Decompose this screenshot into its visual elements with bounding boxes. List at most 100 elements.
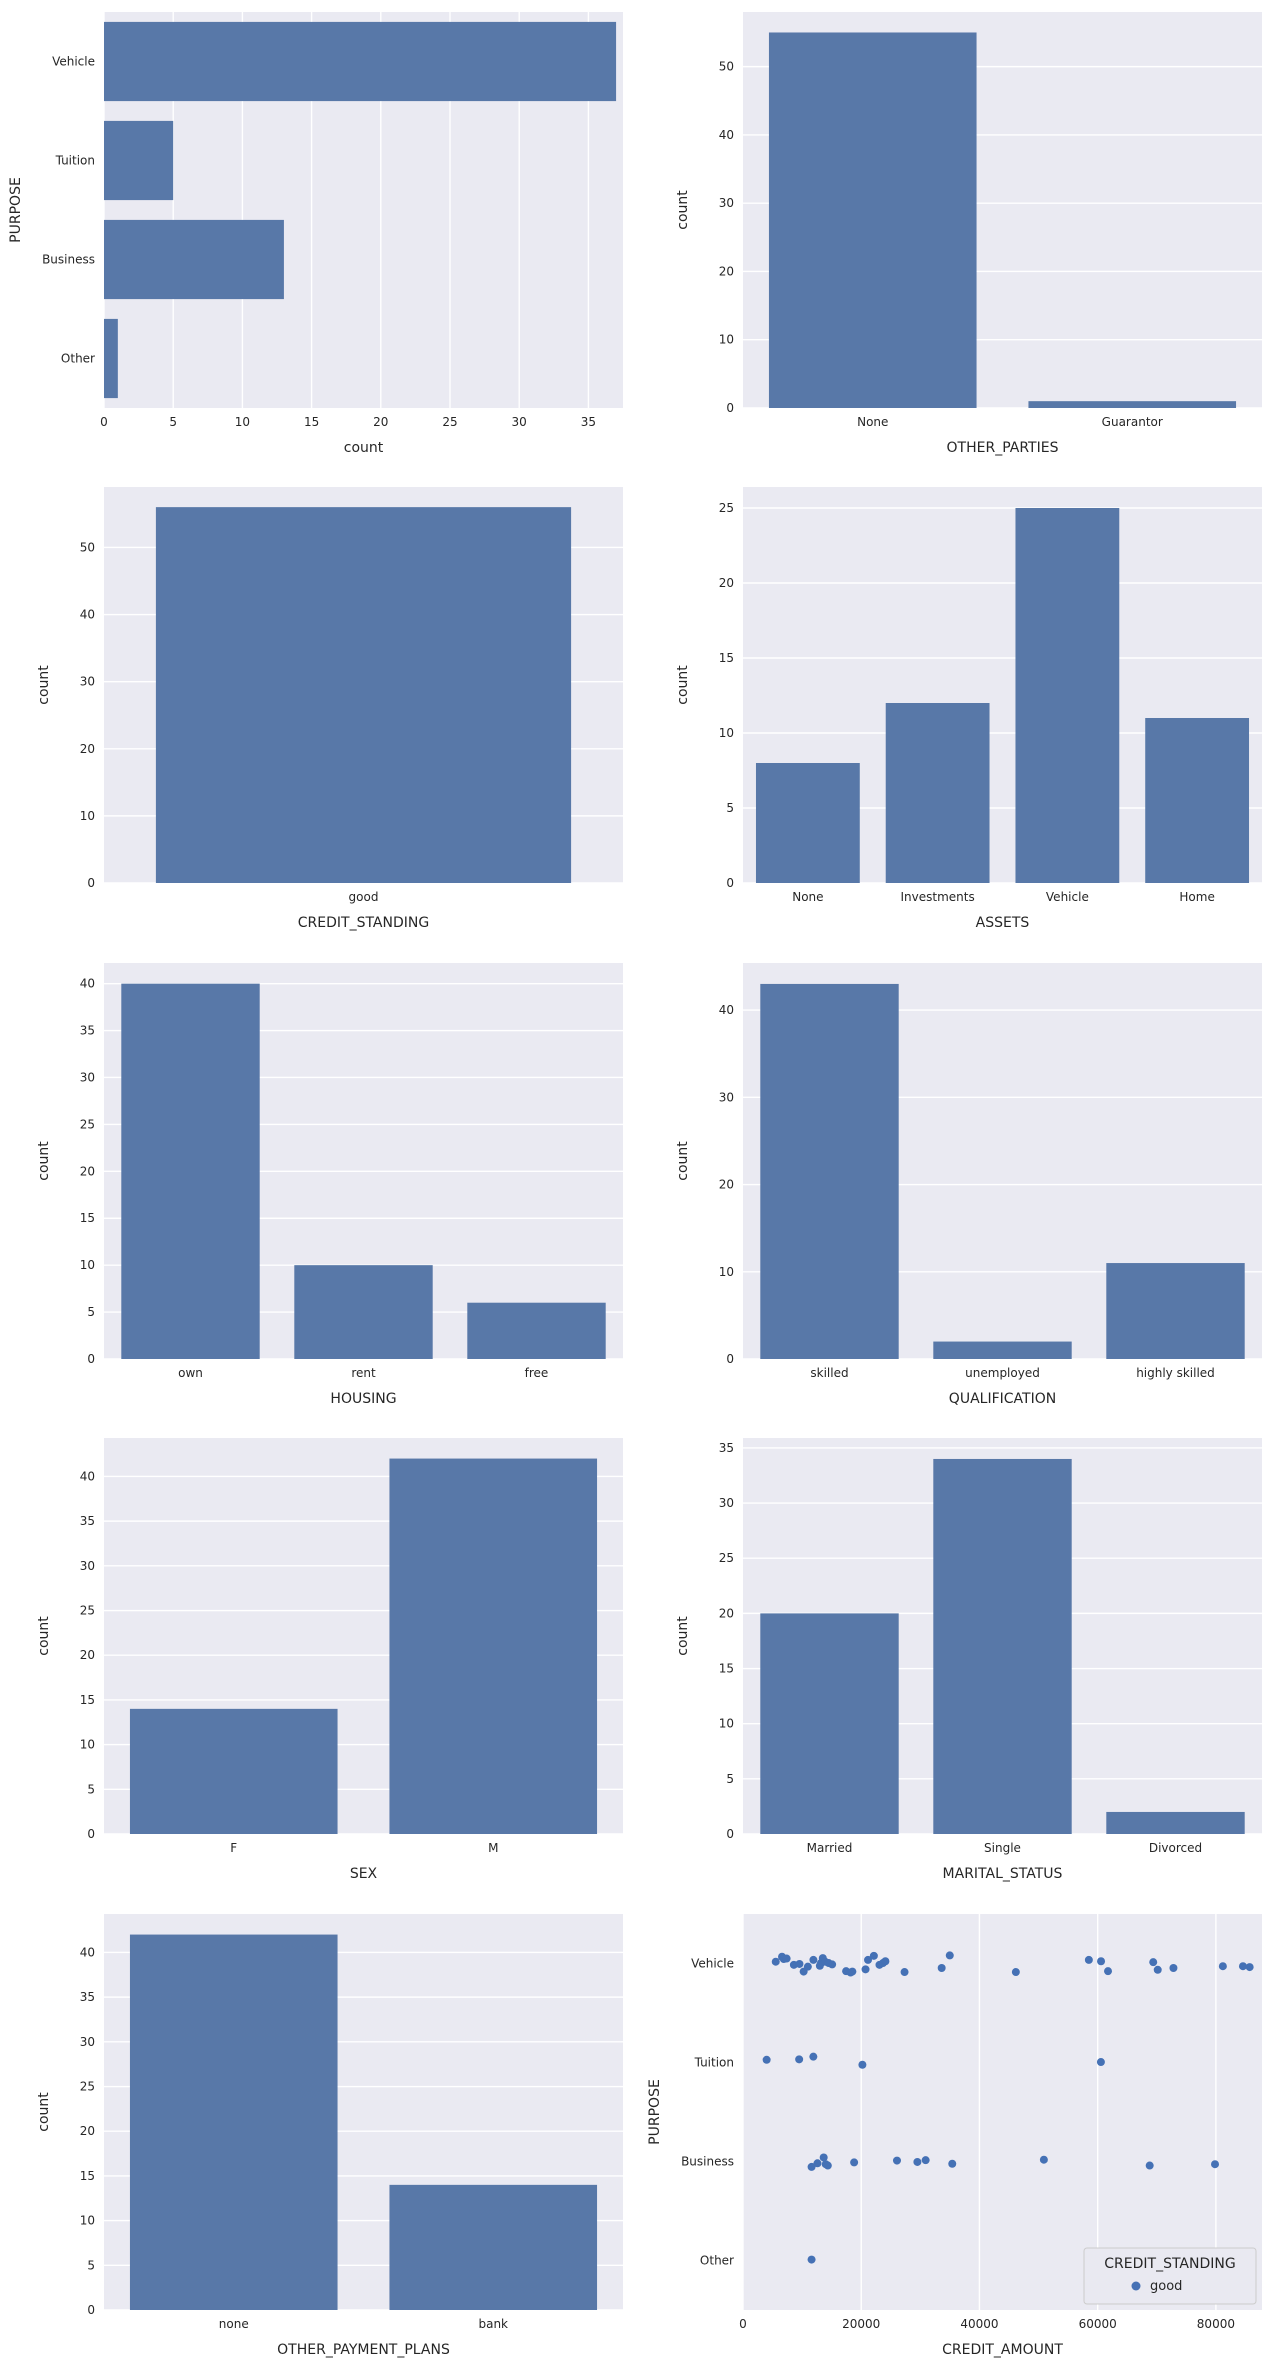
x-tick-label: bank bbox=[478, 2317, 508, 2331]
y-tick-label: 20 bbox=[80, 1164, 95, 1178]
x-tick-label: 80000 bbox=[1197, 2317, 1235, 2331]
scatter-point bbox=[803, 1962, 812, 1971]
scatter-point bbox=[795, 2054, 804, 2063]
x-tick-label: none bbox=[219, 2317, 249, 2331]
y-tick-label: 40 bbox=[80, 976, 95, 990]
y-tick-label: 40 bbox=[719, 1003, 734, 1017]
y-tick-label: 15 bbox=[80, 1211, 95, 1225]
x-tick-label: 20000 bbox=[842, 2317, 880, 2331]
subplot-marital-status: 0 5 10 15 20 25 30 35 Married Single Divorced MARIT… bbox=[639, 1426, 1278, 1901]
scatter-point bbox=[1097, 1956, 1106, 1965]
scatter-point bbox=[809, 2052, 818, 2061]
x-tick-label: None bbox=[857, 415, 888, 429]
y-tick-label: 0 bbox=[87, 1827, 95, 1841]
subplot-credit-standing: 0 10 20 30 40 50 good CREDIT_STANDING count bbox=[0, 475, 639, 950]
scatter-point bbox=[1169, 1963, 1178, 1972]
x-tick-label: highly skilled bbox=[1136, 1366, 1215, 1380]
bar-Home bbox=[1145, 718, 1250, 884]
y-tick-label: 10 bbox=[80, 1258, 95, 1272]
y-tick-label: 25 bbox=[80, 2079, 95, 2093]
x-tick-label: 40000 bbox=[960, 2317, 998, 2331]
y-tick-label: 15 bbox=[719, 651, 734, 665]
bar-skilled bbox=[760, 983, 899, 1359]
scatter-point bbox=[1096, 2057, 1105, 2066]
assets-countplot-svg: 0 5 10 15 20 25 None Investments Vehicle Home ASSE… bbox=[675, 487, 1262, 931]
scatter-point bbox=[864, 1955, 873, 1964]
y-tick-label: 15 bbox=[719, 1662, 734, 1676]
y-tick-label: 5 bbox=[87, 1782, 95, 1796]
x-tick-label: good bbox=[349, 890, 379, 904]
x-axis-label: QUALIFICATION bbox=[949, 1391, 1056, 1407]
y-tick-label: Tuition bbox=[694, 2055, 734, 2069]
scatter-point bbox=[858, 2060, 867, 2069]
y-axis-label: count bbox=[675, 190, 691, 230]
purpose-countplot-svg: 0 5 10 15 20 25 30 35 Vehicle Tuition Business Othe… bbox=[8, 12, 623, 456]
x-tick-label: 20 bbox=[373, 415, 388, 429]
x-axis-label: HOUSING bbox=[330, 1391, 396, 1407]
subplot-sex: 0 5 10 15 20 25 30 35 40 F M SEX count bbox=[0, 1426, 639, 1901]
scatter-point bbox=[813, 2158, 822, 2167]
x-tick-label: 30 bbox=[512, 415, 527, 429]
y-tick-label: 40 bbox=[719, 128, 734, 142]
subplot-credit-amount-scatter: 0 20000 40000 60000 80000 Vehicle Tuition Busin… bbox=[639, 1902, 1278, 2377]
y-tick-label: 25 bbox=[719, 1551, 734, 1565]
y-tick-label: 30 bbox=[80, 1070, 95, 1084]
scatter-point bbox=[1153, 1965, 1162, 1974]
bar-None bbox=[768, 32, 977, 408]
bar-Vehicle bbox=[104, 21, 617, 102]
x-axis-label: count bbox=[344, 440, 384, 456]
scatter-point bbox=[1211, 2159, 1220, 2168]
y-tick-label: 20 bbox=[80, 1648, 95, 1662]
y-tick-label: 50 bbox=[719, 60, 734, 74]
x-tick-label: 60000 bbox=[1079, 2317, 1117, 2331]
y-axis-label: count bbox=[675, 665, 691, 705]
scatter-point bbox=[921, 2155, 930, 2164]
x-tick-label: Investments bbox=[901, 890, 975, 904]
subplot-housing: 0 5 10 15 20 25 30 35 40 own rent free HOUSING count bbox=[0, 951, 639, 1426]
y-tick-label: 30 bbox=[80, 2034, 95, 2048]
y-axis-label: count bbox=[36, 1616, 52, 1656]
y-tick-label: 25 bbox=[80, 1604, 95, 1618]
x-tick-label: unemployed bbox=[965, 1366, 1040, 1380]
x-tick-label: F bbox=[230, 1841, 237, 1855]
bar-Divorced bbox=[1106, 1812, 1245, 1835]
scatter-point bbox=[1145, 2161, 1154, 2170]
y-tick-label: 35 bbox=[80, 1990, 95, 2004]
scatter-point bbox=[809, 1955, 818, 1964]
x-tick-label: Single bbox=[984, 1841, 1021, 1855]
x-tick-label: Guarantor bbox=[1102, 415, 1163, 429]
x-tick-label: M bbox=[488, 1841, 498, 1855]
y-axis-label: PURPOSE bbox=[647, 2079, 663, 2145]
y-axis-label: count bbox=[36, 1141, 52, 1181]
scatter-point bbox=[848, 1967, 857, 1976]
legend-title: CREDIT_STANDING bbox=[1104, 2256, 1235, 2272]
y-tick-label: 15 bbox=[80, 1693, 95, 1707]
x-tick-label: skilled bbox=[810, 1366, 848, 1380]
y-tick-label: 10 bbox=[719, 1265, 734, 1279]
y-tick-label: Tuition bbox=[55, 154, 95, 168]
bar-unemployed bbox=[933, 1341, 1072, 1359]
x-axis-label: OTHER_PARTIES bbox=[947, 440, 1059, 456]
bar-Married bbox=[760, 1613, 899, 1835]
scatter-point bbox=[807, 2162, 816, 2171]
y-tick-label: 10 bbox=[80, 809, 95, 823]
x-tick-label: 15 bbox=[304, 415, 319, 429]
legend-item-label: good bbox=[1150, 2279, 1182, 2294]
scatter-point bbox=[807, 2255, 816, 2264]
y-tick-label: 5 bbox=[87, 2258, 95, 2272]
y-tick-label: 35 bbox=[80, 1023, 95, 1037]
scatter-point bbox=[937, 1963, 946, 1972]
x-axis-label: SEX bbox=[350, 1866, 378, 1882]
legend-box bbox=[1083, 2247, 1257, 2305]
y-tick-label: 20 bbox=[719, 1607, 734, 1621]
x-axis-label: ASSETS bbox=[976, 915, 1030, 931]
sex-countplot-svg: 0 5 10 15 20 25 30 35 40 F M SEX count bbox=[36, 1438, 623, 1882]
y-tick-label: 35 bbox=[80, 1514, 95, 1528]
scatter-point bbox=[828, 1959, 837, 1968]
scatter-point bbox=[900, 1967, 909, 1976]
scatter-point bbox=[1238, 1961, 1247, 1970]
x-tick-label: None bbox=[792, 890, 823, 904]
y-tick-label: 30 bbox=[80, 1559, 95, 1573]
other-parties-countplot-svg: 0 10 20 30 40 50 None Guarantor OTHER_PARTIES cou… bbox=[675, 12, 1262, 456]
